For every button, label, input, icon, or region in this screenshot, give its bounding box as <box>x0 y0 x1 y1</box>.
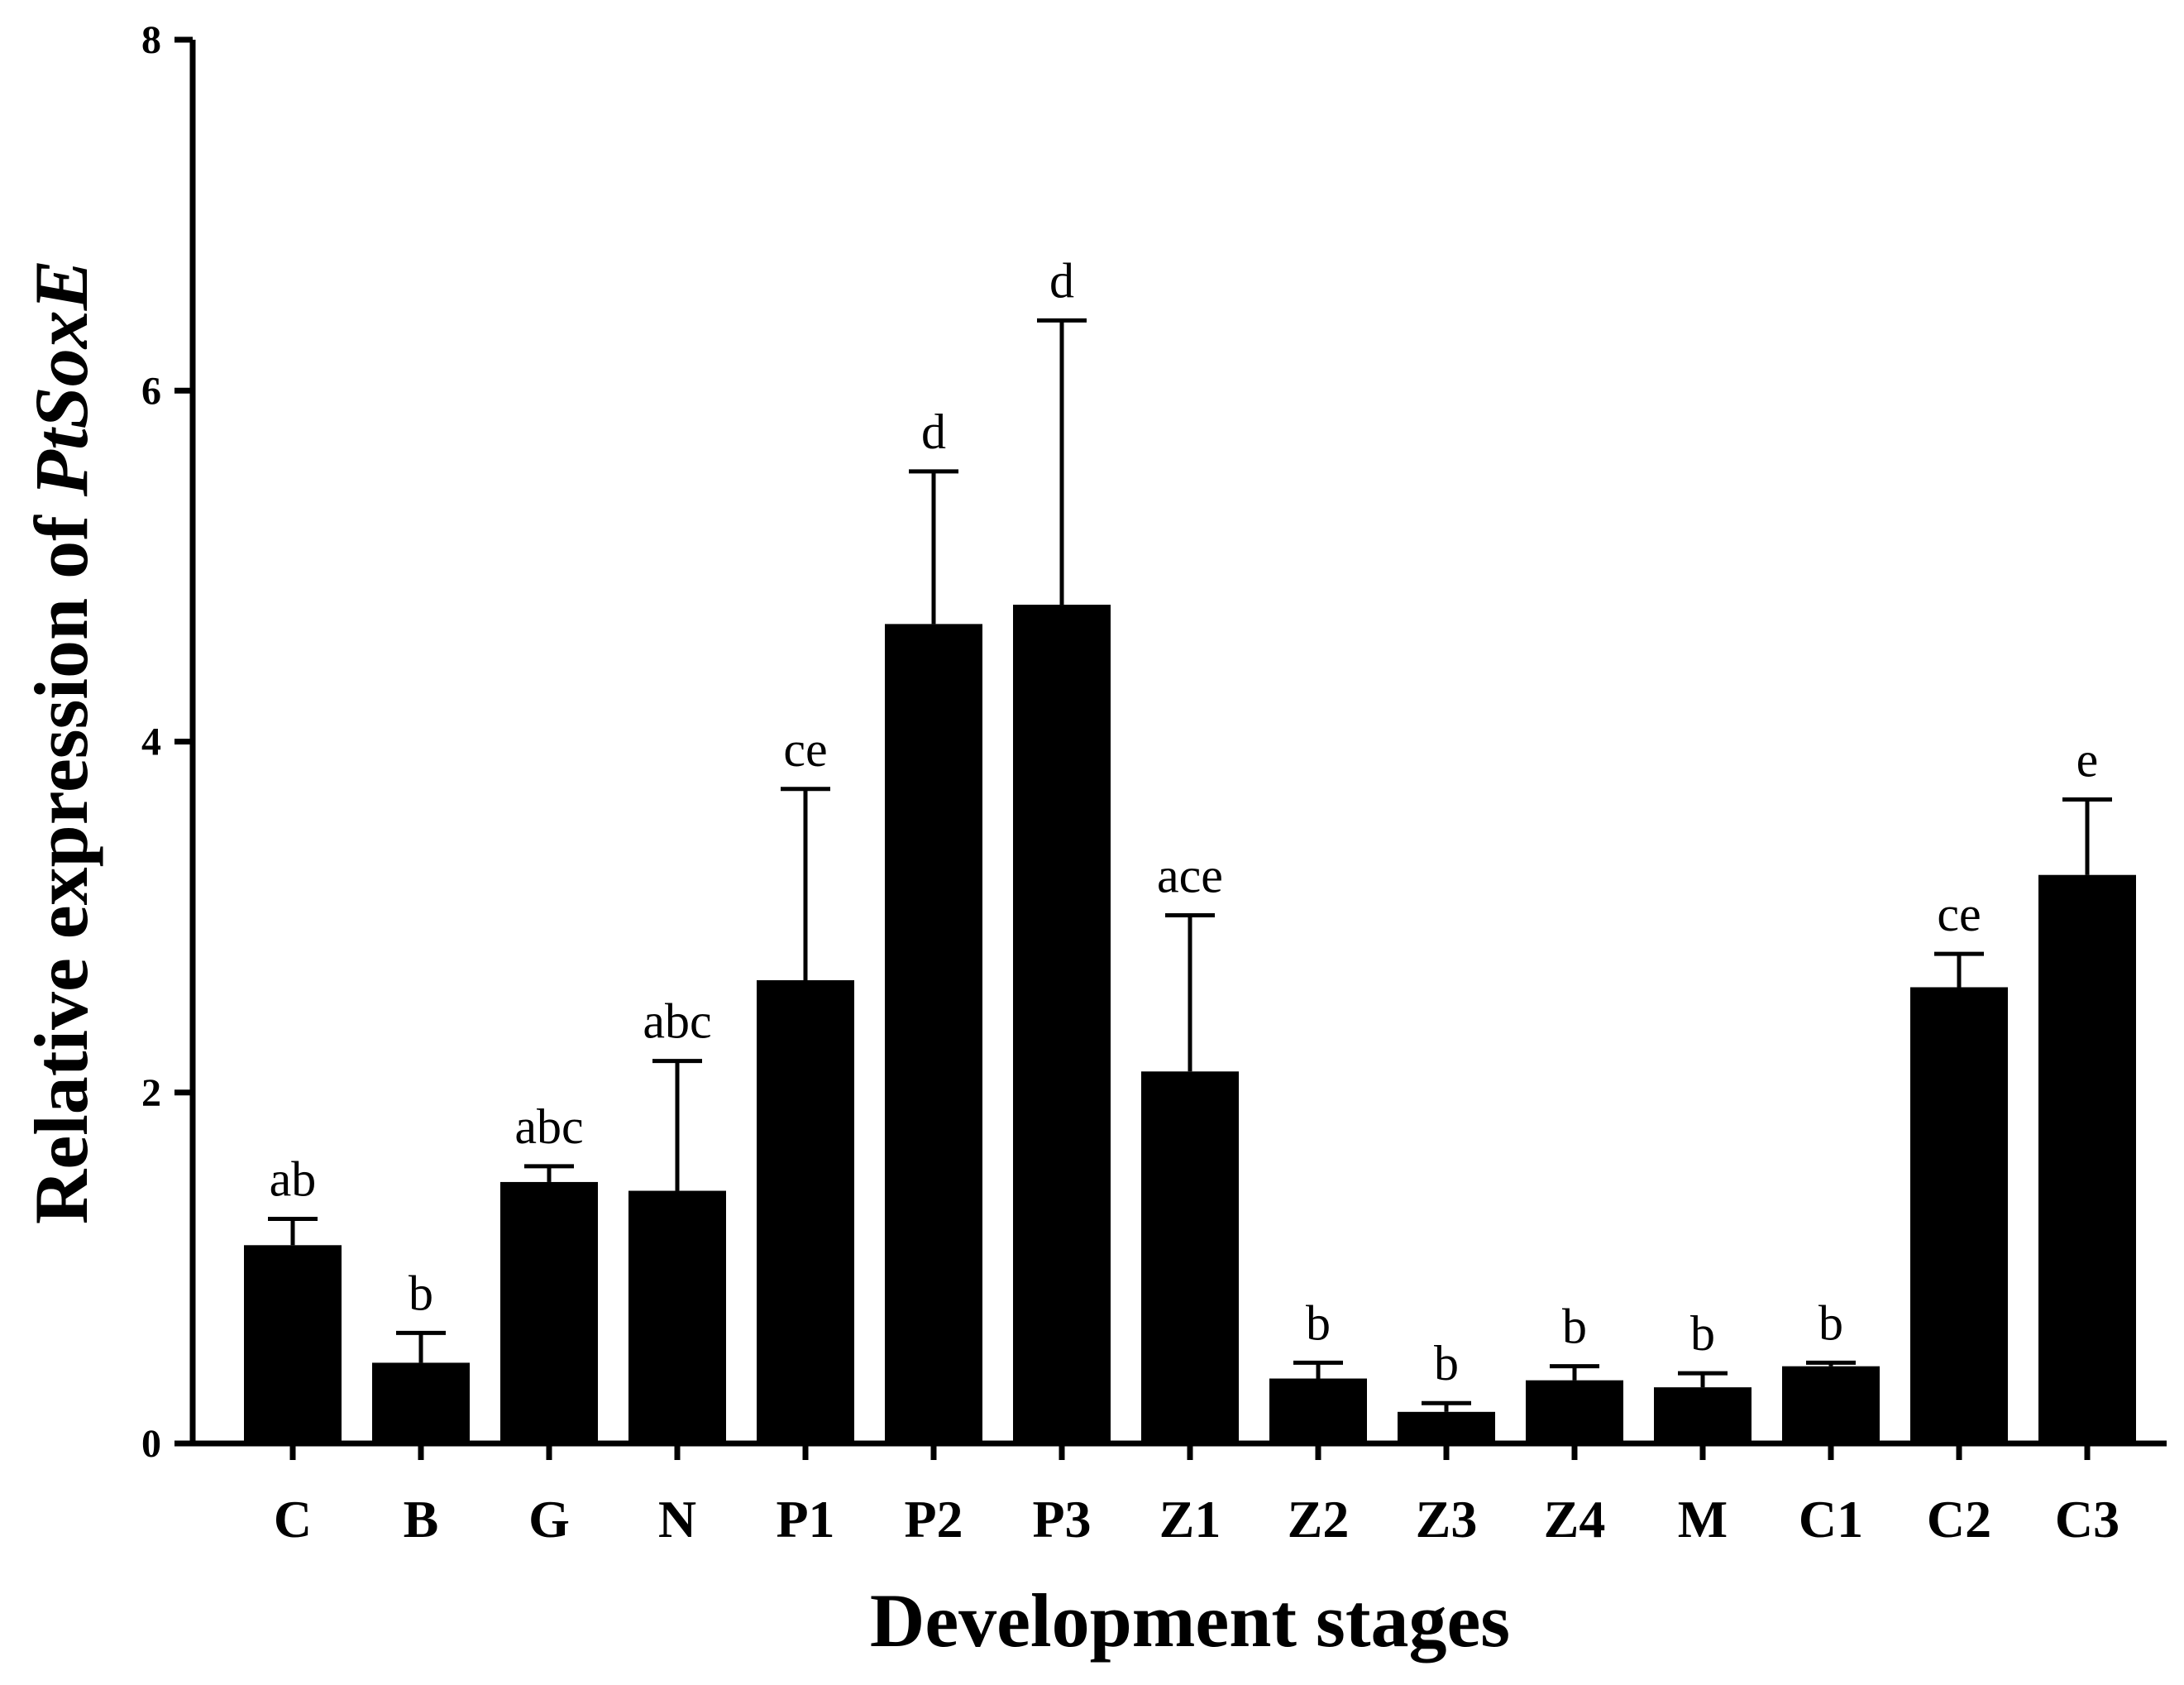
bar-b <box>372 1362 470 1443</box>
y-tick-label-8: 8 <box>141 18 161 62</box>
bar-g <box>500 1181 598 1443</box>
significance-label-c3: e <box>2076 733 2099 787</box>
significance-label-m: b <box>1690 1306 1715 1361</box>
bar-c3 <box>2038 874 2136 1443</box>
bar-p2 <box>885 624 982 1443</box>
bar-c2 <box>1910 987 2008 1443</box>
y-axis-title-prefix: Relative expression of <box>19 496 103 1224</box>
x-tick-label-b: B <box>404 1490 439 1549</box>
x-tick-label-m: M <box>1678 1490 1728 1549</box>
x-tick-label-z4: Z4 <box>1544 1490 1606 1549</box>
bar-z3 <box>1398 1411 1495 1443</box>
significance-label-c: ab <box>270 1151 317 1206</box>
y-tick-label-2: 2 <box>141 1071 161 1115</box>
y-tick-label-6: 6 <box>141 369 161 413</box>
significance-label-b: b <box>409 1266 433 1320</box>
x-tick-label-p2: P2 <box>904 1490 963 1549</box>
significance-label-z1: ace <box>1157 849 1223 903</box>
x-tick-label-g: G <box>528 1490 570 1549</box>
significance-label-p3: d <box>1049 253 1074 308</box>
x-tick-label-z3: Z3 <box>1416 1490 1478 1549</box>
x-tick-label-p3: P3 <box>1032 1490 1091 1549</box>
bars-group <box>244 605 2136 1443</box>
significance-label-z2: b <box>1306 1295 1331 1350</box>
x-axis-title: Development stages <box>870 1578 1510 1663</box>
x-tick-label-c: C <box>274 1490 312 1549</box>
bar-m <box>1654 1387 1752 1443</box>
significance-label-n: abc <box>643 994 711 1049</box>
bar-z4 <box>1526 1380 1623 1443</box>
y-tick-label-4: 4 <box>141 720 161 764</box>
significance-label-c1: b <box>1818 1295 1843 1350</box>
x-tick-label-c3: C3 <box>2055 1490 2119 1549</box>
x-tick-label-n: N <box>658 1490 696 1549</box>
x-axis: C B G N P1 P2 P3 Z1 Z2 Z3 Z4 M C1 C2 C3 <box>190 1440 2167 1549</box>
significance-label-g: abc <box>514 1099 583 1154</box>
x-tick-label-c1: C1 <box>1799 1490 1863 1549</box>
y-axis-title: Relative expression of PtSoxE <box>19 260 103 1224</box>
bar-n <box>628 1190 726 1443</box>
error-bars-group <box>268 318 2112 1412</box>
significance-label-p1: ce <box>783 722 827 777</box>
significance-label-c2: ce <box>1937 887 1981 941</box>
x-tick-label-z2: Z2 <box>1288 1490 1350 1549</box>
x-tick-label-z1: Z1 <box>1159 1490 1221 1549</box>
y-axis-title-gene: PtSoxE <box>19 260 103 497</box>
y-axis: 0 2 4 6 8 <box>141 18 196 1466</box>
bar-p1 <box>757 979 854 1443</box>
significance-label-p2: d <box>921 404 946 459</box>
bar-c1 <box>1782 1366 1880 1443</box>
bar-c <box>244 1245 342 1443</box>
bar-p3 <box>1013 605 1111 1443</box>
x-tick-label-c2: C2 <box>1927 1490 1991 1549</box>
y-tick-label-0: 0 <box>141 1422 161 1466</box>
x-tick-label-p1: P1 <box>776 1490 834 1549</box>
bar-z2 <box>1269 1378 1367 1443</box>
significance-label-z4: b <box>1562 1300 1587 1354</box>
significance-label-z3: b <box>1434 1336 1459 1391</box>
significance-labels-group: ab b abc abc ce d d ace b b b b b ce e <box>270 253 2099 1391</box>
bar-z1 <box>1141 1071 1239 1443</box>
